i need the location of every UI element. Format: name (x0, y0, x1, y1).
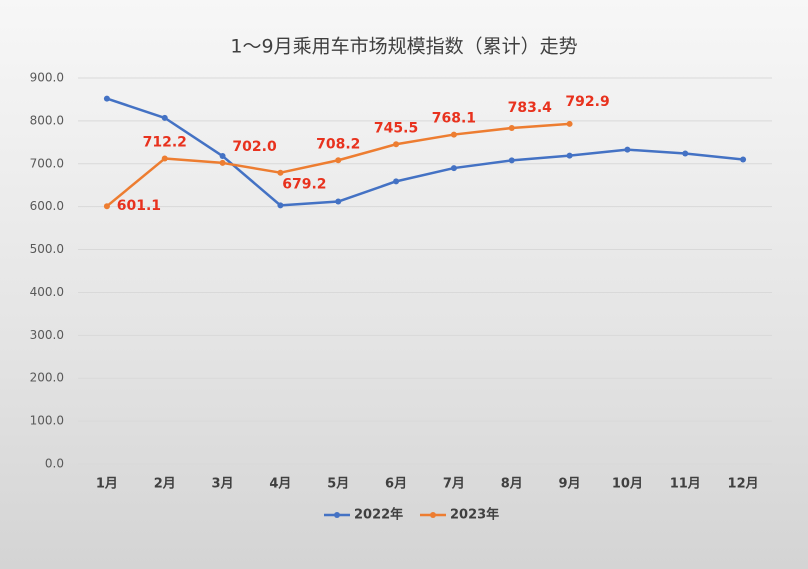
point (277, 169, 284, 176)
data-label: 601.1 (117, 198, 161, 214)
point (335, 157, 342, 164)
point (450, 165, 457, 172)
point (566, 120, 573, 127)
x-tick-label: 2月 (154, 477, 176, 492)
point (682, 150, 689, 157)
point (161, 114, 168, 121)
point (219, 153, 226, 160)
x-tick-label: 12月 (728, 477, 759, 492)
legend-marker (430, 512, 436, 518)
y-tick-label: 500.0 (30, 242, 64, 256)
y-tick-label: 100.0 (30, 414, 64, 428)
x-tick-label: 1月 (96, 477, 118, 492)
y-tick-label: 900.0 (30, 71, 64, 85)
data-label: 783.4 (508, 100, 553, 116)
point (566, 152, 573, 159)
series-line (106, 97, 744, 207)
data-label: 768.1 (432, 111, 476, 127)
point (624, 146, 631, 153)
point (335, 198, 342, 205)
x-tick-label: 5月 (327, 477, 349, 492)
x-tick-label: 7月 (443, 477, 465, 492)
y-tick-label: 800.0 (30, 113, 64, 127)
point (103, 95, 110, 102)
point (103, 203, 110, 210)
x-tick-label: 6月 (385, 477, 407, 492)
point (393, 178, 400, 185)
point (393, 141, 400, 148)
point (219, 159, 226, 166)
y-tick-label: 300.0 (30, 328, 64, 342)
data-label: 702.0 (232, 139, 277, 155)
data-label: 745.5 (374, 120, 418, 136)
y-tick-label: 400.0 (30, 285, 64, 299)
x-tick-label: 4月 (269, 477, 291, 492)
point (508, 125, 515, 132)
y-tick-label: 0.0 (45, 457, 64, 471)
data-label: 679.2 (282, 177, 326, 193)
point (450, 131, 457, 138)
data-label: 712.2 (143, 135, 187, 151)
legend-label: 2023年 (450, 507, 499, 523)
point (277, 202, 284, 209)
x-tick-label: 11月 (670, 477, 701, 492)
point (161, 155, 168, 162)
y-tick-label: 700.0 (30, 156, 64, 170)
y-tick-label: 600.0 (30, 199, 64, 213)
data-label: 792.9 (565, 94, 609, 110)
chart-title: 1～9月乘用车市场规模指数（累计）走势 (230, 36, 577, 58)
y-tick-label: 200.0 (30, 371, 64, 385)
point (740, 156, 747, 163)
x-tick-label: 9月 (559, 477, 581, 492)
legend-marker (334, 512, 340, 518)
x-tick-label: 10月 (612, 477, 643, 492)
x-tick-label: 3月 (212, 477, 234, 492)
x-tick-label: 8月 (501, 477, 523, 492)
legend-label: 2022年 (354, 507, 403, 523)
data-label: 708.2 (316, 136, 360, 152)
point (508, 157, 515, 164)
